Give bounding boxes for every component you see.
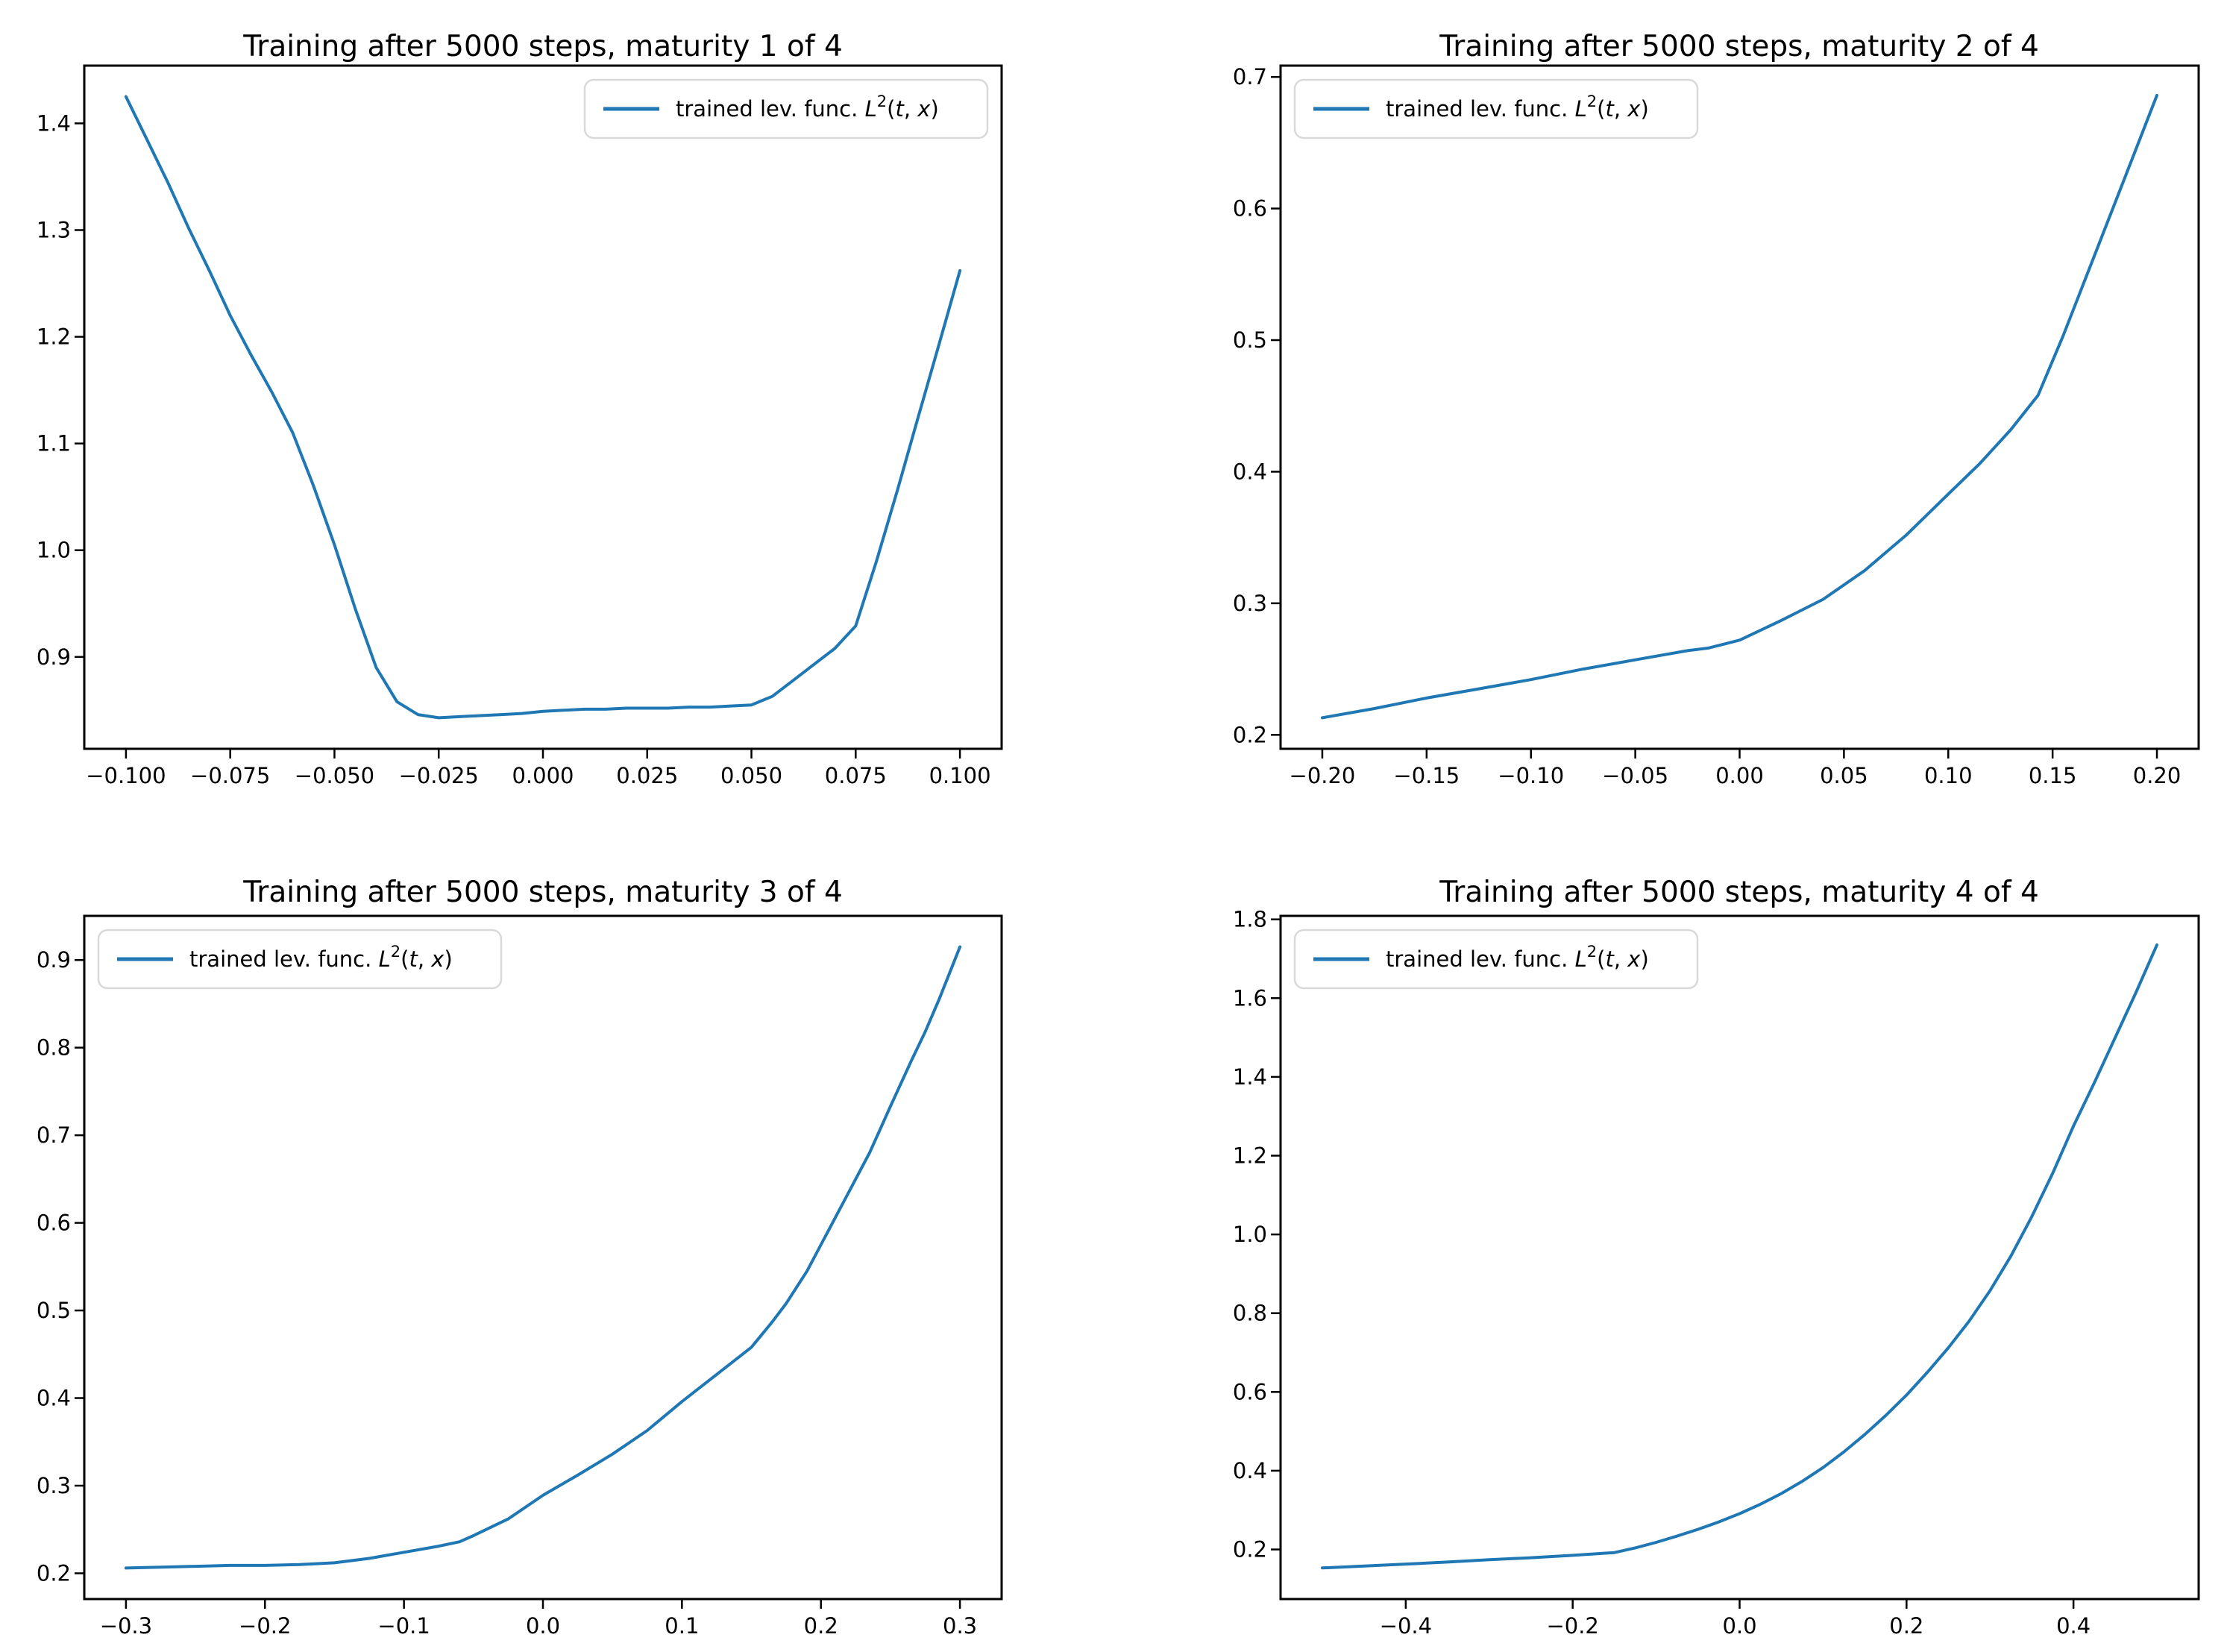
x-tick-label: −0.4 — [1380, 1613, 1432, 1639]
y-tick-label: 0.2 — [37, 1560, 71, 1586]
legend-box — [1293, 929, 1699, 990]
x-tick-label: 0.15 — [2029, 763, 2077, 788]
trained-leverage-function-line — [1321, 943, 2158, 1570]
y-tick-label: 0.7 — [1233, 64, 1267, 89]
y-tick-label: 0.6 — [1233, 196, 1267, 222]
y-tick-label: 0.6 — [37, 1210, 71, 1236]
plot-areas: −0.100 −0.075 −0.050 −0.025 0.000 0.025 0.050 0… — [37, 64, 2200, 1639]
legend-label: trained lev. func. L2(t, x) — [1386, 92, 1649, 122]
y-tick-label: 0.2 — [1233, 1537, 1267, 1563]
trained-leverage-function-line — [124, 945, 962, 1570]
x-tick-label: 0.3 — [943, 1613, 977, 1639]
x-tick-label: 0.00 — [1715, 763, 1764, 788]
trained-leverage-function-line — [1321, 93, 2158, 720]
y-tick-label: 1.2 — [37, 324, 71, 350]
y-tick-label: 1.0 — [1233, 1222, 1267, 1247]
legend-box — [1293, 78, 1699, 139]
y-tick-label: 1.4 — [1233, 1064, 1267, 1090]
legend-label: trained lev. func. L2(t, x) — [676, 92, 939, 122]
trained-leverage-function-line — [124, 95, 962, 720]
x-tick-label: −0.2 — [239, 1613, 291, 1639]
y-tick-label: 1.8 — [1233, 907, 1267, 932]
x-tick-label: 0.4 — [2056, 1613, 2091, 1639]
y-tick-label: 0.4 — [37, 1386, 71, 1411]
y-tick-label: 0.5 — [1233, 327, 1267, 353]
x-tick-label: −0.05 — [1602, 763, 1668, 788]
y-tick-label: 1.1 — [37, 431, 71, 456]
y-tick-label: 0.8 — [1233, 1301, 1267, 1326]
x-tick-label: 0.0 — [1722, 1613, 1756, 1639]
x-tick-label: 0.000 — [512, 763, 574, 788]
x-tick-label: 0.100 — [929, 763, 991, 788]
y-tick-label: 0.3 — [1233, 591, 1267, 616]
x-tick-label: −0.3 — [100, 1613, 152, 1639]
subplot-2-title: Training after 5000 steps, maturity 2 of… — [1439, 30, 2039, 63]
y-tick-label: 0.3 — [37, 1473, 71, 1498]
y-tick-label: 1.0 — [37, 538, 71, 563]
subplot-2: −0.20 −0.15 −0.10 −0.05 0.00 0.05 0.10 0.15 0.20… — [1233, 64, 2200, 788]
y-tick-label: 1.4 — [37, 110, 71, 136]
y-tick-label: 0.4 — [1233, 459, 1267, 484]
x-tick-label: 0.025 — [616, 763, 678, 788]
legend-box — [97, 929, 503, 990]
y-tick-label: 1.3 — [37, 217, 71, 242]
y-tick-label: 0.5 — [37, 1298, 71, 1323]
x-tick-label: −0.20 — [1290, 763, 1356, 788]
x-tick-label: −0.100 — [86, 763, 166, 788]
y-tick-label: 1.6 — [1233, 985, 1267, 1011]
x-tick-label: 0.2 — [804, 1613, 838, 1639]
legend-label: trained lev. func. L2(t, x) — [189, 943, 453, 972]
axes-frame — [83, 914, 1003, 1601]
subplot-3-title: Training after 5000 steps, maturity 3 of… — [242, 876, 843, 909]
x-tick-label: −0.025 — [399, 763, 479, 788]
x-tick-label: 0.050 — [720, 763, 782, 788]
x-tick-label: −0.10 — [1498, 763, 1564, 788]
axes-frame — [1279, 914, 2200, 1601]
legend-label: trained lev. func. L2(t, x) — [1386, 943, 1649, 972]
y-tick-label: 0.2 — [1233, 722, 1267, 747]
subplot-4-title: Training after 5000 steps, maturity 4 of… — [1439, 876, 2039, 909]
x-tick-label: −0.075 — [190, 763, 270, 788]
y-tick-label: 0.6 — [1233, 1379, 1267, 1404]
x-tick-label: 0.1 — [665, 1613, 699, 1639]
x-tick-label: 0.0 — [526, 1613, 560, 1639]
y-tick-label: 1.2 — [1233, 1143, 1267, 1169]
y-tick-label: 0.7 — [37, 1122, 71, 1148]
subplot-1: −0.100 −0.075 −0.050 −0.025 0.000 0.025 0.050 0… — [37, 64, 1003, 788]
x-tick-label: −0.050 — [295, 763, 374, 788]
x-tick-label: 0.075 — [825, 763, 887, 788]
legend-box — [583, 78, 989, 139]
y-tick-label: 0.8 — [37, 1035, 71, 1061]
x-tick-label: −0.1 — [377, 1613, 430, 1639]
x-tick-label: 0.20 — [2133, 763, 2182, 788]
x-tick-label: 0.2 — [1889, 1613, 1923, 1639]
subplot-1-title: Training after 5000 steps, maturity 1 of… — [242, 30, 843, 63]
subplot-4: −0.4 −0.2 0.0 0.2 0.4 0.2 0.4 0.6 0.8 1.0 1.2 1.4 1.… — [1233, 907, 2200, 1639]
x-tick-label: 0.10 — [1924, 763, 1973, 788]
x-tick-label: −0.2 — [1546, 1613, 1598, 1639]
subplot-3: −0.3 −0.2 −0.1 0.0 0.1 0.2 0.3 0.2 0.3 0.4 0.5 0.6 0… — [37, 914, 1003, 1639]
y-tick-label: 0.9 — [37, 644, 71, 670]
axes-frame — [1279, 64, 2200, 750]
y-tick-label: 0.4 — [1233, 1458, 1267, 1483]
x-tick-label: −0.15 — [1393, 763, 1460, 788]
x-tick-label: 0.05 — [1820, 763, 1868, 788]
y-tick-label: 0.9 — [37, 947, 71, 973]
axes-frame — [83, 64, 1003, 750]
